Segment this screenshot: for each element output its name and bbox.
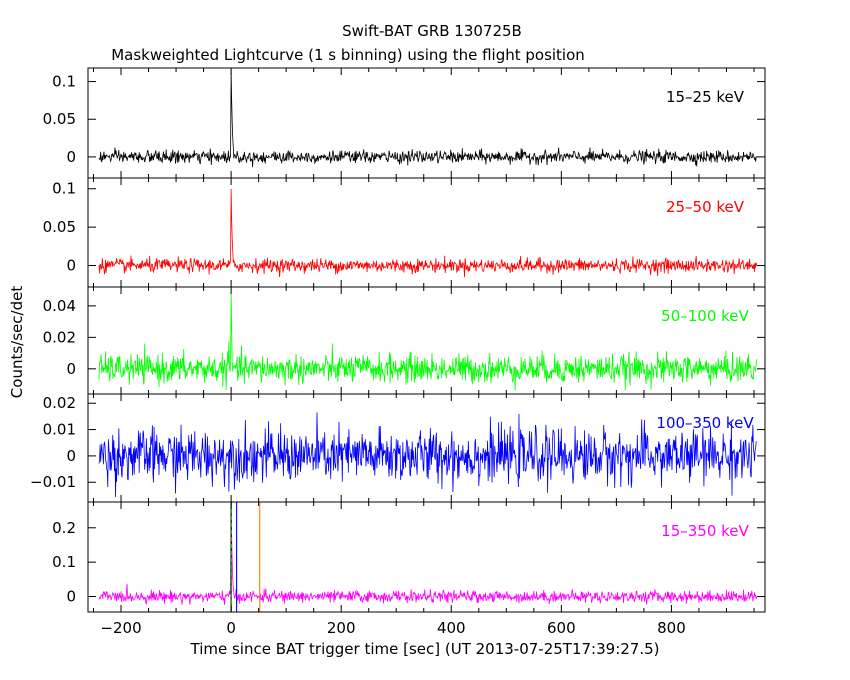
y-tick-label: 0.1 [52, 553, 76, 571]
series-line [98, 503, 758, 605]
panel-label: 50–100 keV [661, 307, 749, 325]
y-tick-label: 0 [66, 447, 76, 465]
x-tick-label: 600 [547, 619, 576, 637]
panel-4: −0.01 0 0.01 0.02 100–350 keV [30, 393, 766, 503]
x-tick-label: −200 [100, 619, 141, 637]
panel-5: 0 0.1 0.2 15–350 keV [52, 501, 766, 613]
panel-label: 100–350 keV [656, 414, 754, 432]
x-tick-label: 400 [437, 619, 466, 637]
y-tick-label: −0.01 [30, 473, 76, 491]
x-axis-label: Time since BAT trigger time [sec] (UT 20… [190, 640, 660, 658]
y-tick-label: 0.05 [43, 110, 76, 128]
x-tick-label: 0 [226, 619, 236, 637]
panel-3: 0 0.02 0.04 50–100 keV [43, 286, 766, 395]
y-tick-label: 0 [66, 588, 76, 606]
y-tick-label: 0.02 [43, 394, 76, 412]
series-line [98, 293, 758, 391]
y-tick-label: 0 [66, 148, 76, 166]
y-tick-label: 0.1 [52, 73, 76, 91]
panel-2: 0 0.05 0.1 25–50 keV [43, 177, 766, 288]
y-tick-label: 0.04 [43, 297, 76, 315]
y-tick-label: 0.2 [52, 519, 76, 537]
panel-label: 25–50 keV [666, 198, 745, 216]
y-tick-label: 0.05 [43, 218, 76, 236]
y-tick-label: 0.01 [43, 421, 76, 439]
y-tick-label: 0 [66, 360, 76, 378]
series-line [98, 412, 757, 498]
x-tick-label: 800 [657, 619, 686, 637]
chart-subtitle: Maskweighted Lightcurve (1 s binning) us… [111, 46, 585, 64]
chart-title: Swift-BAT GRB 130725B [342, 22, 522, 40]
series-line [98, 70, 758, 168]
series-line [98, 188, 758, 278]
panel-1: 0 0.05 0.1 15–25 keV [43, 67, 766, 179]
y-tick-label: 0.1 [52, 180, 76, 198]
panel-label: 15–350 keV [661, 522, 749, 540]
y-tick-label: 0 [66, 257, 76, 275]
y-axis-label: Counts/sec/det [8, 286, 26, 399]
panel-label: 15–25 keV [666, 88, 745, 106]
panel-frame [87, 501, 766, 613]
y-tick-label: 0.02 [43, 328, 76, 346]
x-tick-label: 200 [327, 619, 356, 637]
